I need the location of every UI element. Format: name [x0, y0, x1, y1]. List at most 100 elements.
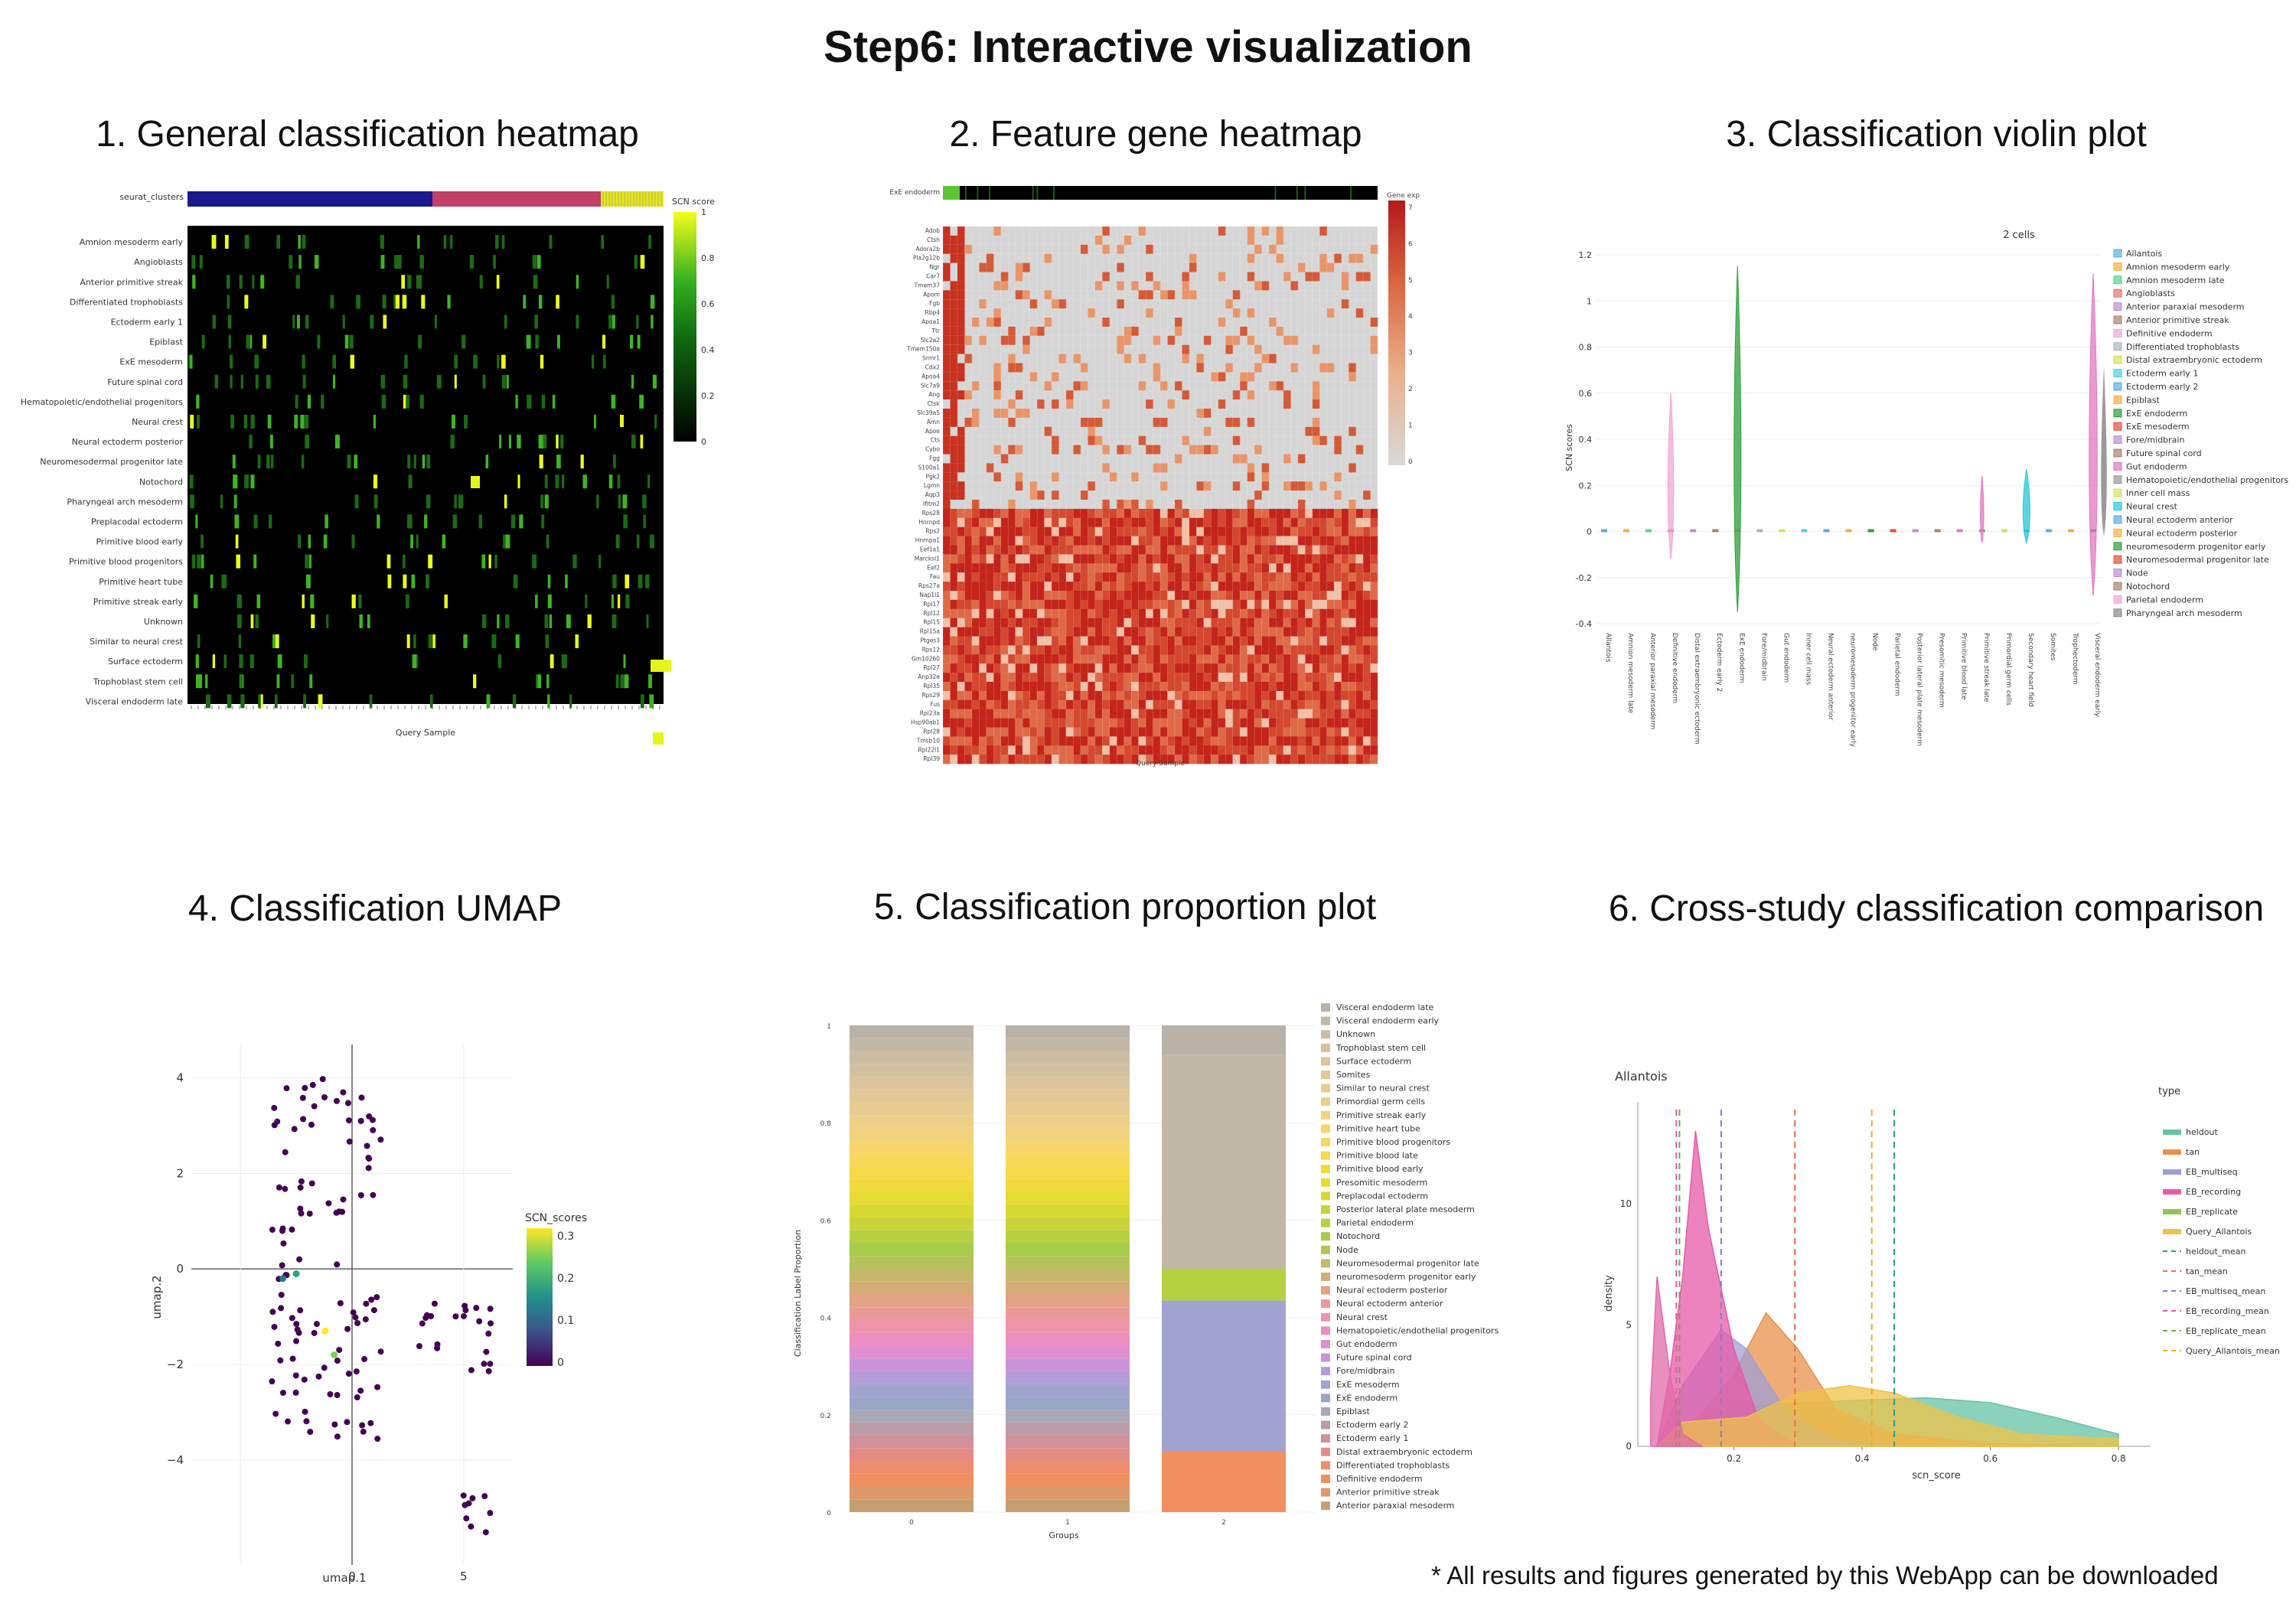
row-label: Primitive blood early [96, 537, 183, 547]
heatmap-cell [1138, 663, 1146, 673]
heatmap-cell [943, 745, 951, 755]
heatmap-cell [1211, 699, 1219, 709]
heatmap-cell [1138, 690, 1146, 700]
heatmap-cell [1000, 755, 1009, 764]
heatmap-cell [1290, 745, 1299, 755]
heatmap-cell [1117, 563, 1124, 573]
heatmap-cell [1102, 654, 1110, 664]
heatmap-cell [1153, 363, 1161, 373]
umap-point [297, 1205, 304, 1212]
heatmap-cell [993, 709, 1002, 719]
heatmap-cell [419, 255, 424, 269]
heatmap-cell [1037, 326, 1045, 336]
heatmap-cell [1008, 335, 1016, 345]
heatmap-cell [1008, 627, 1016, 637]
heatmap-cell [1008, 591, 1016, 601]
heatmap-cell [1182, 755, 1190, 764]
heatmap-cell [1044, 755, 1052, 764]
heatmap-cell [1196, 627, 1205, 637]
heatmap-cell [979, 563, 987, 573]
heatmap-cell [237, 594, 242, 608]
heatmap-cell [298, 255, 302, 269]
heatmap-cell [1247, 227, 1255, 236]
legend-label: Somites [1336, 1070, 1371, 1080]
heatmap-cell [1276, 718, 1284, 728]
heatmap-cell [1334, 517, 1342, 527]
heatmap-cell [1349, 673, 1356, 683]
heatmap-cell [1276, 227, 1284, 236]
heatmap-cell [1326, 526, 1335, 536]
heatmap-cell [1146, 582, 1153, 592]
heatmap-cell [191, 554, 196, 569]
heatmap-cell [1065, 508, 1074, 518]
heatmap-cell [1117, 545, 1124, 555]
heatmap-cell [1355, 591, 1364, 601]
heatmap-cell [1044, 654, 1052, 664]
heatmap-cell [201, 334, 205, 349]
legend-label: neuromesoderm progenitor early [2126, 542, 2266, 552]
umap-point [292, 1270, 300, 1277]
heatmap-cell [1319, 262, 1328, 272]
heatmap-cell [1008, 663, 1016, 673]
legend-label: Anterior primitive streak [1336, 1488, 1440, 1498]
heatmap-cell [1102, 463, 1110, 473]
heatmap-cell [1247, 508, 1255, 518]
heatmap-cell [1080, 709, 1088, 719]
legend-swatch [1321, 1110, 1330, 1120]
heatmap-cell [1153, 463, 1161, 473]
gene-label: Rpl15 [923, 619, 940, 626]
heatmap-cell [1326, 636, 1335, 646]
heatmap-cell [1363, 536, 1371, 546]
heatmap-cell [979, 690, 987, 700]
heatmap-cell [1065, 663, 1074, 673]
heatmap-cell [1203, 426, 1212, 436]
heatmap-cell [1189, 636, 1197, 646]
heatmap-cell [1131, 727, 1139, 737]
heatmap-cell [194, 594, 198, 608]
heatmap-cell [1117, 663, 1124, 673]
heatmap-cell [1312, 435, 1320, 445]
x-tick: 0 [348, 1570, 356, 1583]
heatmap-cell [419, 275, 422, 289]
heatmap-cell [1015, 409, 1023, 419]
heatmap-cell [1058, 563, 1067, 573]
heatmap-cell [647, 474, 651, 489]
legend-swatch [1321, 1447, 1330, 1456]
heatmap-cell [1146, 755, 1153, 764]
bar-segment [850, 1410, 974, 1423]
heatmap-cell [1305, 636, 1313, 646]
legend-label: Hematopoietic/endothelial progenitors [2126, 475, 2288, 485]
heatmap-cell [481, 554, 486, 569]
heatmap-cell [1240, 599, 1247, 609]
heatmap-cell [1305, 426, 1313, 436]
heatmap-cell [1080, 727, 1088, 737]
heatmap-cell [1211, 536, 1219, 546]
heatmap-cell [1225, 517, 1233, 527]
heatmap-cell [950, 235, 958, 245]
heatmap-cell [1073, 445, 1081, 455]
heatmap-cell [1117, 508, 1124, 518]
heatmap-cell [1261, 582, 1270, 592]
heatmap-cell [1276, 554, 1284, 564]
heatmap-cell [395, 295, 400, 309]
heatmap-cell [1058, 663, 1067, 673]
heatmap-cell [1247, 591, 1255, 601]
bar-segment [850, 1345, 974, 1359]
colorbar-tick: 3 [1408, 350, 1413, 357]
heatmap-cell [1312, 608, 1320, 618]
heatmap-cell [1349, 690, 1356, 700]
heatmap-cell [1290, 363, 1299, 373]
heatmap-cell [971, 718, 980, 728]
heatmap-cell [957, 235, 965, 245]
heatmap-cell [1363, 636, 1371, 646]
heatmap-cell [1131, 618, 1139, 627]
heatmap-cell [1240, 645, 1247, 655]
heatmap-cell [1182, 517, 1190, 527]
heatmap-cell [957, 454, 965, 464]
heatmap-cell [1240, 745, 1247, 755]
heatmap-cell [1355, 572, 1364, 582]
gene-label: Rbp4 [925, 309, 940, 316]
heatmap-cell [1189, 673, 1197, 683]
y-tick: 10 [1620, 1198, 1632, 1209]
heatmap-cell [1232, 390, 1241, 400]
